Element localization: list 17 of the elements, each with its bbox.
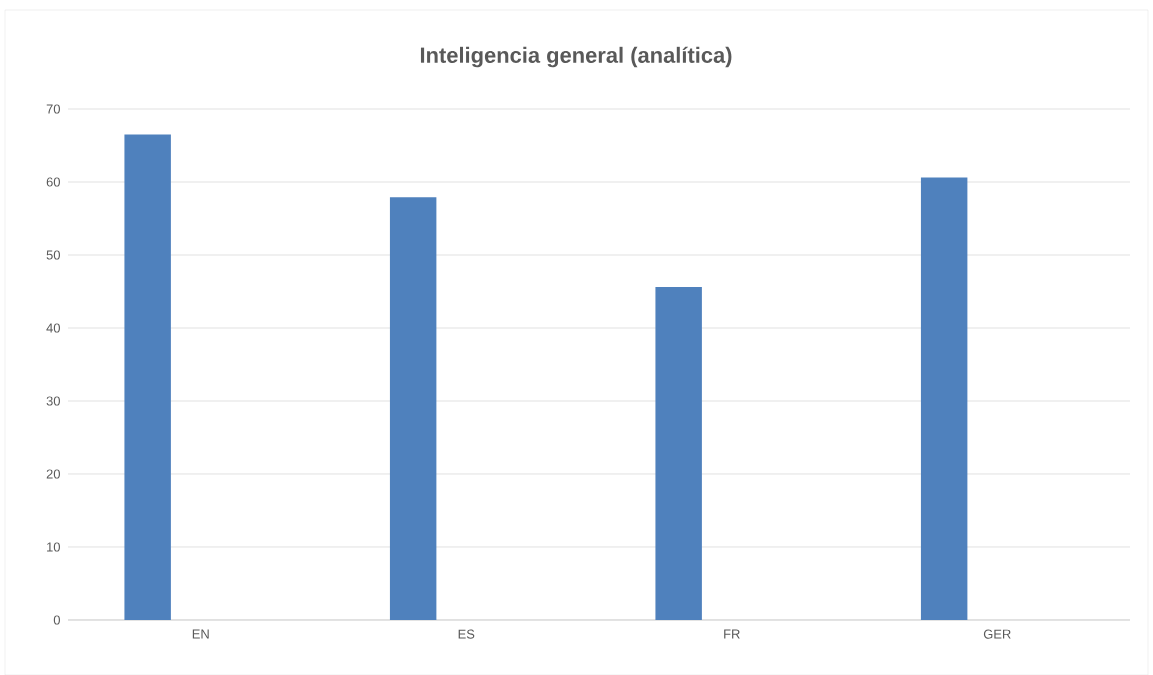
- bar: [655, 287, 702, 620]
- y-tick-label: 30: [46, 396, 60, 406]
- chart-title: Inteligencia general (analítica): [420, 46, 732, 68]
- x-tick-label: FR: [724, 629, 740, 639]
- x-tick-label: GER: [983, 629, 1011, 639]
- y-tick-label: 10: [47, 542, 60, 552]
- bar: [124, 134, 171, 620]
- y-tick-label: 20: [46, 469, 60, 479]
- y-tick-label: 70: [46, 104, 60, 114]
- bar: [389, 197, 437, 620]
- y-tick-label: 0: [53, 615, 60, 625]
- y-tick-label: 60: [46, 177, 60, 187]
- x-tick-label: ES: [458, 629, 475, 639]
- y-tick-label: 40: [46, 323, 60, 333]
- x-tick-label: EN: [192, 629, 209, 639]
- bar: [920, 177, 968, 620]
- y-tick-label: 50: [46, 250, 60, 260]
